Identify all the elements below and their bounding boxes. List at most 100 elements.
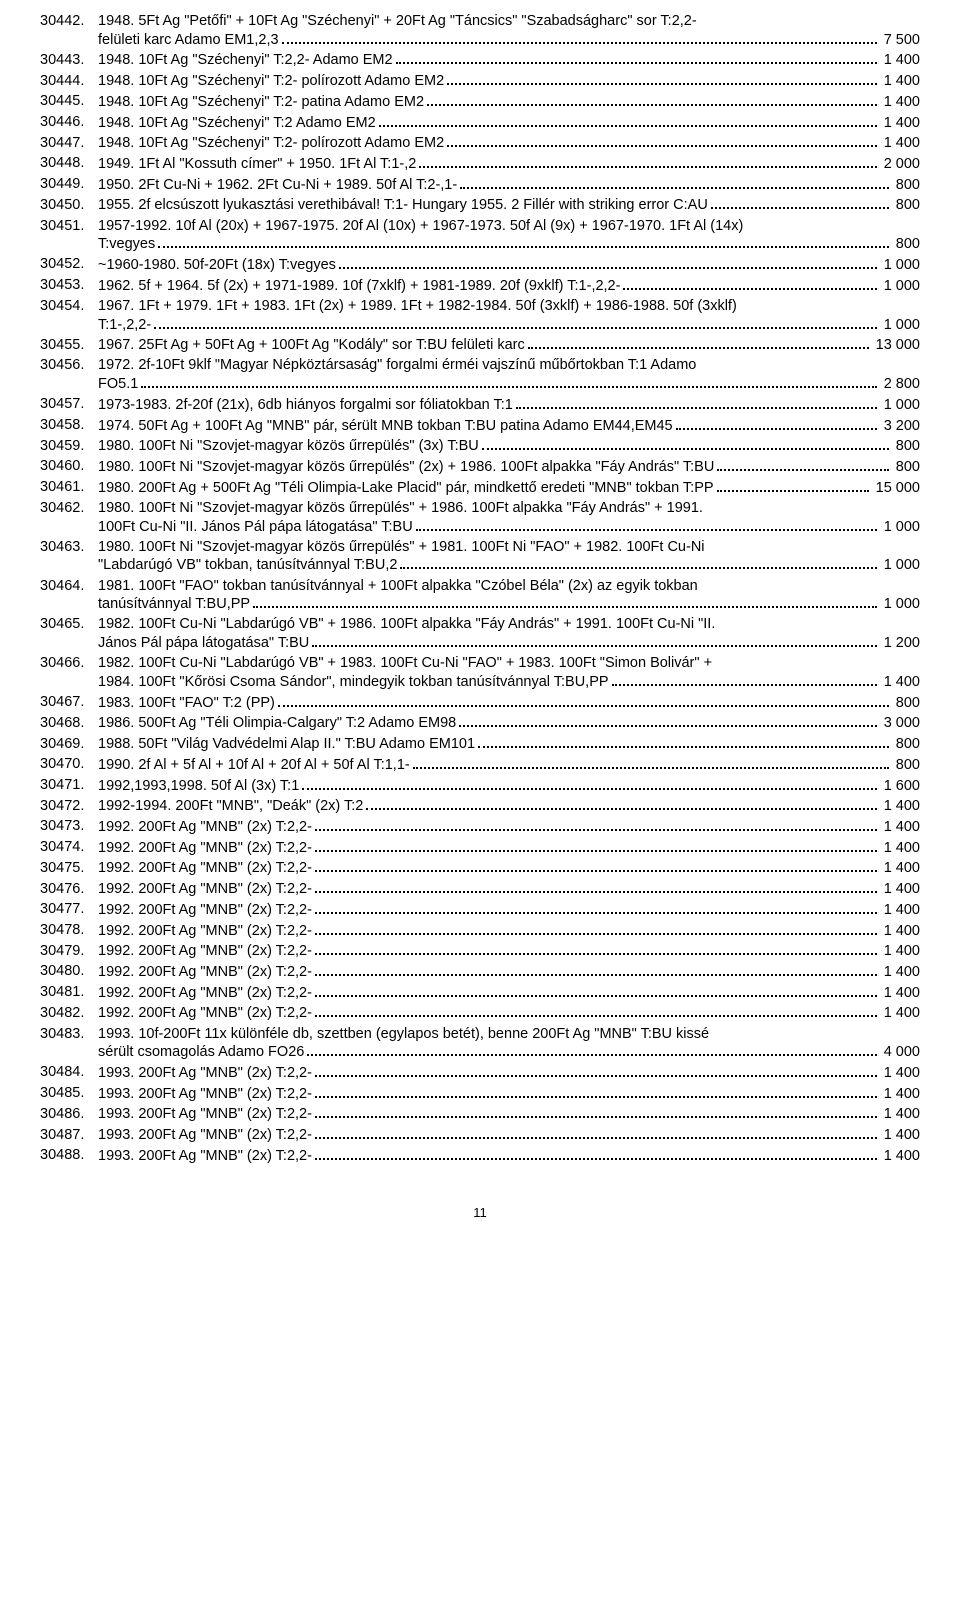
lot-description: 1980. 200Ft Ag + 500Ft Ag "Téli Olimpia-…: [98, 479, 714, 497]
lot-price: 4 000: [880, 1043, 920, 1061]
lot-row: 30446.1948. 10Ft Ag "Széchenyi" T:2 Adam…: [40, 113, 920, 132]
dot-leader: [315, 983, 877, 997]
lot-price: 1 400: [880, 72, 920, 90]
dot-leader: [315, 817, 877, 831]
dot-leader: [447, 72, 877, 86]
lot-number: 30460.: [40, 457, 98, 475]
dot-leader: [711, 196, 889, 210]
lot-body: 1957-1992. 10f Al (20x) + 1967-1975. 20f…: [98, 217, 920, 254]
lot-description: 1948. 10Ft Ag "Széchenyi" T:2- patina Ad…: [98, 93, 424, 111]
lot-body: 1992. 200Ft Ag "MNB" (2x) T:2,2-1 400: [98, 921, 920, 940]
lot-price: 1 400: [880, 114, 920, 132]
lot-body: 1992. 200Ft Ag "MNB" (2x) T:2,2-1 400: [98, 817, 920, 836]
lot-last-line: 1980. 200Ft Ag + 500Ft Ag "Téli Olimpia-…: [98, 478, 920, 497]
dot-leader: [528, 336, 869, 350]
dot-leader: [379, 113, 877, 127]
lot-row: 30464.1981. 100Ft "FAO" tokban tanúsítvá…: [40, 577, 920, 614]
lot-price: 1 400: [880, 1147, 920, 1165]
dot-leader: [315, 1146, 877, 1160]
lot-number: 30458.: [40, 416, 98, 434]
dot-leader: [315, 1004, 877, 1018]
lot-price: 1 400: [880, 134, 920, 152]
lot-body: 1992-1994. 200Ft "MNB", "Deák" (2x) T:21…: [98, 797, 920, 816]
dot-leader: [141, 375, 876, 389]
lot-text-line: 1993. 10f-200Ft 11x különféle db, szettb…: [98, 1025, 920, 1043]
lot-number: 30480.: [40, 962, 98, 980]
lot-price: 1 400: [880, 797, 920, 815]
lot-description: 100Ft Cu-Ni "II. János Pál pápa látogatá…: [98, 518, 413, 536]
lot-price: 1 400: [880, 963, 920, 981]
lot-last-line: 1992-1994. 200Ft "MNB", "Deák" (2x) T:21…: [98, 797, 920, 816]
lot-row: 30447.1948. 10Ft Ag "Széchenyi" T:2- pol…: [40, 134, 920, 153]
lot-price: 1 400: [880, 93, 920, 111]
lot-description: sérült csomagolás Adamo FO26: [98, 1043, 304, 1061]
lot-row: 30469.1988. 50Ft "Világ Vadvédelmi Alap …: [40, 735, 920, 754]
lot-row: 30475.1992. 200Ft Ag "MNB" (2x) T:2,2-1 …: [40, 859, 920, 878]
lot-number: 30459.: [40, 437, 98, 455]
dot-leader: [478, 735, 889, 749]
lot-last-line: T:vegyes800: [98, 235, 920, 254]
lot-row: 30458.1974. 50Ft Ag + 100Ft Ag "MNB" pár…: [40, 416, 920, 435]
lot-body: 1992. 200Ft Ag "MNB" (2x) T:2,2-1 400: [98, 942, 920, 961]
lot-body: 1955. 2f elcsúszott lyukasztási verethib…: [98, 196, 920, 215]
lot-row: 30456.1972. 2f-10Ft 9klf "Magyar Népközt…: [40, 356, 920, 393]
lot-last-line: János Pál pápa látogatása" T:BU1 200: [98, 634, 920, 653]
lot-number: 30444.: [40, 72, 98, 90]
lot-last-line: 1948. 10Ft Ag "Széchenyi" T:2- polírozot…: [98, 72, 920, 91]
dot-leader: [447, 134, 877, 148]
lot-body: 1972. 2f-10Ft 9klf "Magyar Népköztársasá…: [98, 356, 920, 393]
dot-leader: [315, 880, 877, 894]
lot-description: 1949. 1Ft Al "Kossuth címer" + 1950. 1Ft…: [98, 155, 416, 173]
dot-leader: [158, 235, 889, 249]
lot-row: 30461.1980. 200Ft Ag + 500Ft Ag "Téli Ol…: [40, 478, 920, 497]
lot-price: 3 000: [880, 714, 920, 732]
lot-body: 1974. 50Ft Ag + 100Ft Ag "MNB" pár, sérü…: [98, 416, 920, 435]
lot-description: 1980. 100Ft Ni "Szovjet-magyar közös űrr…: [98, 458, 714, 476]
lot-number: 30448.: [40, 154, 98, 172]
dot-leader: [459, 714, 877, 728]
lot-body: 1992,1993,1998. 50f Al (3x) T:11 600: [98, 776, 920, 795]
lot-row: 30457.1973-1983. 2f-20f (21x), 6db hiány…: [40, 395, 920, 414]
dot-leader: [278, 693, 889, 707]
dot-leader: [315, 962, 877, 976]
lot-number: 30477.: [40, 900, 98, 918]
dot-leader: [427, 92, 877, 106]
lot-number: 30449.: [40, 175, 98, 193]
lot-price: 800: [892, 458, 920, 476]
dot-leader: [315, 1063, 877, 1077]
lot-last-line: 1950. 2Ft Cu-Ni + 1962. 2Ft Cu-Ni + 1989…: [98, 175, 920, 194]
lot-body: 1948. 10Ft Ag "Széchenyi" T:2- patina Ad…: [98, 92, 920, 111]
lot-body: 1982. 100Ft Cu-Ni "Labdarúgó VB" + 1983.…: [98, 654, 920, 691]
lot-description: 1983. 100Ft "FAO" T:2 (PP): [98, 694, 275, 712]
lot-row: 30479.1992. 200Ft Ag "MNB" (2x) T:2,2-1 …: [40, 942, 920, 961]
lot-row: 30484.1993. 200Ft Ag "MNB" (2x) T:2,2-1 …: [40, 1063, 920, 1082]
lot-price: 13 000: [872, 336, 920, 354]
lot-description: 1992,1993,1998. 50f Al (3x) T:1: [98, 777, 299, 795]
dot-leader: [413, 755, 889, 769]
dot-leader: [516, 395, 877, 409]
lot-row: 30486.1993. 200Ft Ag "MNB" (2x) T:2,2-1 …: [40, 1105, 920, 1124]
lot-text-line: 1980. 100Ft Ni "Szovjet-magyar közös űrr…: [98, 538, 920, 556]
lot-row: 30476.1992. 200Ft Ag "MNB" (2x) T:2,2-1 …: [40, 880, 920, 899]
lot-number: 30475.: [40, 859, 98, 877]
lot-text-line: 1967. 1Ft + 1979. 1Ft + 1983. 1Ft (2x) +…: [98, 297, 920, 315]
lot-price: 1 400: [880, 673, 920, 691]
lot-last-line: 1992. 200Ft Ag "MNB" (2x) T:2,2-1 400: [98, 921, 920, 940]
lot-body: 1992. 200Ft Ag "MNB" (2x) T:2,2-1 400: [98, 880, 920, 899]
lot-body: 1988. 50Ft "Világ Vadvédelmi Alap II." T…: [98, 735, 920, 754]
lot-body: 1993. 200Ft Ag "MNB" (2x) T:2,2-1 400: [98, 1063, 920, 1082]
lot-text-line: 1982. 100Ft Cu-Ni "Labdarúgó VB" + 1983.…: [98, 654, 920, 672]
lot-row: 30483.1993. 10f-200Ft 11x különféle db, …: [40, 1025, 920, 1062]
lot-row: 30480.1992. 200Ft Ag "MNB" (2x) T:2,2-1 …: [40, 962, 920, 981]
lot-body: 1993. 200Ft Ag "MNB" (2x) T:2,2-1 400: [98, 1084, 920, 1103]
lot-price: 1 000: [880, 518, 920, 536]
lot-number: 30457.: [40, 395, 98, 413]
lot-text-line: 1981. 100Ft "FAO" tokban tanúsítvánnyal …: [98, 577, 920, 595]
dot-leader: [307, 1043, 876, 1057]
lot-number: 30452.: [40, 255, 98, 273]
lot-description: 1992. 200Ft Ag "MNB" (2x) T:2,2-: [98, 859, 312, 877]
lot-last-line: 100Ft Cu-Ni "II. János Pál pápa látogatá…: [98, 517, 920, 536]
lot-body: 1948. 5Ft Ag "Petőfi" + 10Ft Ag "Széchen…: [98, 12, 920, 49]
lot-price: 2 800: [880, 375, 920, 393]
lot-row: 30470.1990. 2f Al + 5f Al + 10f Al + 20f…: [40, 755, 920, 774]
